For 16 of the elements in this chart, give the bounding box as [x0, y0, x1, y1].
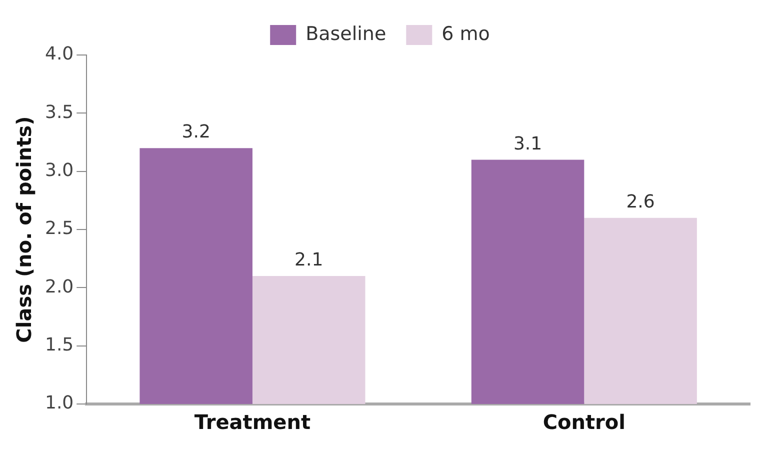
y-tick-label: 1.0 [44, 392, 74, 414]
y-tick-label: 1.5 [44, 334, 74, 356]
y-tick-label: 2.5 [44, 218, 74, 240]
data-label: 2.1 [294, 250, 324, 271]
data-label: 3.2 [182, 122, 210, 143]
y-tick-label: 2.0 [44, 276, 74, 298]
x-tick-label: Treatment [194, 410, 311, 434]
y-tick-label: 4.0 [44, 44, 74, 65]
y-tick-label: 3.0 [44, 160, 74, 182]
y-tick-label: 3.5 [44, 102, 74, 123]
data-label: 3.1 [513, 133, 542, 154]
data-label: 2.6 [626, 192, 655, 213]
x-tick-label: Control [542, 410, 626, 434]
legend-label: Baseline [306, 22, 386, 45]
y-axis-title: Class (no. of points) [12, 116, 36, 343]
legend-label: 6 mo [442, 22, 490, 45]
